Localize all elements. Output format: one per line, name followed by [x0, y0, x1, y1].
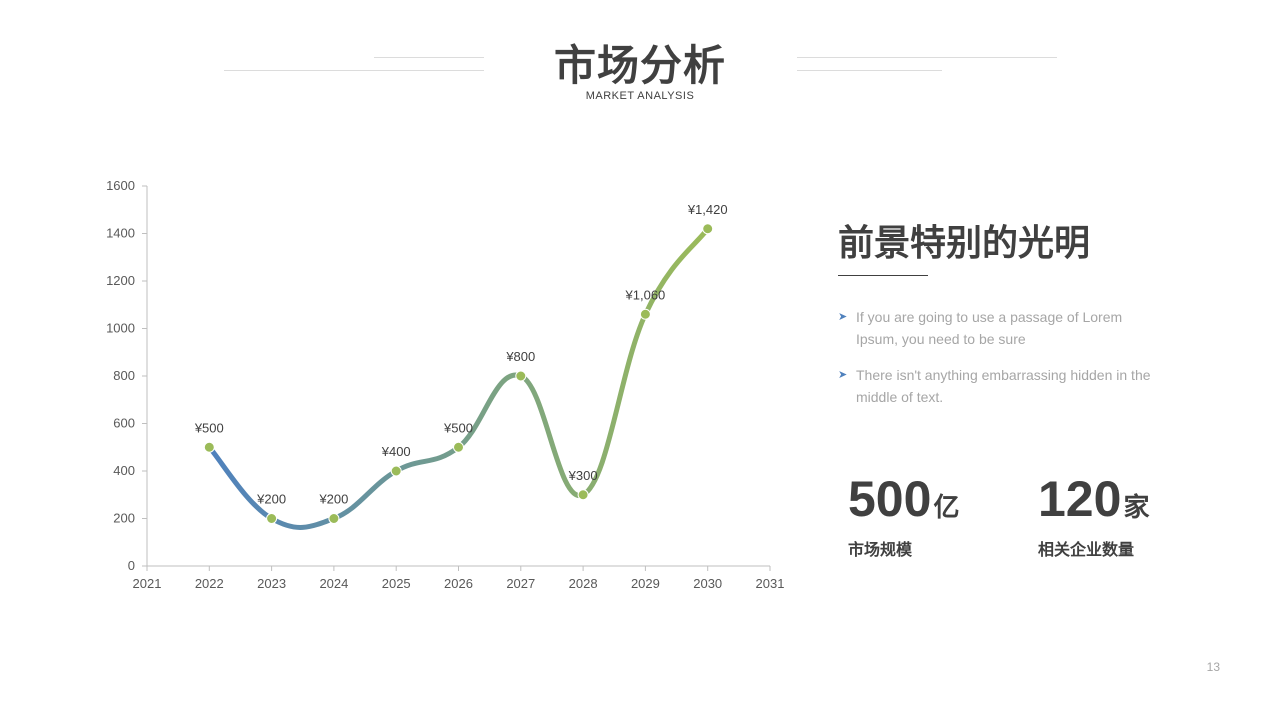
data-point [203, 441, 215, 453]
x-tick-label: 2024 [319, 576, 348, 591]
data-point [266, 513, 278, 524]
data-point [515, 370, 527, 382]
series-line [206, 226, 711, 530]
page-subtitle: MARKET ANALYSIS [585, 90, 695, 102]
title-deco-line [797, 57, 1057, 58]
data-label: ¥200 [318, 492, 348, 507]
data-point [328, 513, 340, 524]
title-area: 市场分析 MARKET ANALYSIS [0, 0, 1280, 120]
stat-value: 500 [848, 471, 932, 527]
data-label: ¥400 [381, 444, 411, 459]
stat-label: 相关企业数量 [1038, 542, 1135, 559]
bullet-text: There isn't anything embarrassing hidden… [856, 367, 1151, 405]
title-deco-line [224, 70, 484, 71]
x-tick-label: 2028 [569, 576, 598, 591]
x-tick-label: 2027 [506, 576, 535, 591]
y-tick-label: 0 [128, 558, 135, 573]
data-point [639, 308, 651, 320]
page-number: 13 [1206, 660, 1220, 674]
title-deco-line [797, 70, 942, 71]
y-tick-label: 1400 [106, 226, 135, 241]
stat-value: 120 [1038, 471, 1122, 527]
y-tick-label: 800 [113, 368, 135, 383]
bullet-item: ➤ There isn't anything embarrassing hidd… [838, 364, 1166, 408]
heading-underline [838, 275, 928, 276]
y-tick-label: 1200 [106, 273, 135, 288]
data-point [453, 441, 464, 453]
stat-unit: 亿 [933, 492, 960, 522]
data-label: ¥500 [443, 420, 473, 435]
bullet-list: ➤ If you are going to use a passage of L… [838, 306, 1198, 408]
stat-company-count: 120家 相关企业数量 [1038, 470, 1149, 560]
x-tick-label: 2029 [631, 576, 660, 591]
title-deco-line [374, 57, 484, 58]
stat-label: 市场规模 [848, 542, 913, 559]
right-panel: 前景特别的光明 ➤ If you are going to use a pass… [838, 215, 1198, 422]
x-tick-label: 2025 [382, 576, 411, 591]
data-point [702, 223, 714, 235]
x-tick-label: 2021 [133, 576, 162, 591]
x-tick-label: 2023 [257, 576, 286, 591]
data-label: ¥800 [505, 349, 535, 364]
data-label: ¥200 [256, 492, 286, 507]
market-line-chart: 0 200 400 600 800 1000 1200 1400 1600 2021 2022 202… [106, 178, 785, 591]
stat-unit: 家 [1123, 492, 1150, 522]
bullet-item: ➤ If you are going to use a passage of L… [838, 306, 1166, 350]
bullet-text: If you are going to use a passage of Lor… [856, 309, 1123, 347]
x-tick-label: 2030 [693, 576, 722, 591]
x-tick-label: 2026 [444, 576, 473, 591]
panel-heading: 前景特别的光明 [838, 222, 1091, 263]
y-tick-label: 400 [113, 463, 135, 478]
stat-market-size: 500亿 市场规模 [848, 470, 959, 560]
data-point [577, 489, 589, 501]
x-tick-label: 2031 [756, 576, 785, 591]
data-point [390, 465, 402, 477]
y-tick-label: 1600 [106, 178, 135, 193]
page-title: 市场分析 [553, 42, 726, 89]
y-tick-label: 600 [113, 416, 135, 431]
y-tick-label: 1000 [106, 321, 135, 336]
y-tick-label: 200 [113, 511, 135, 526]
data-label: ¥500 [194, 420, 224, 435]
arrow-right-icon: ➤ [838, 369, 848, 381]
arrow-right-icon: ➤ [838, 311, 848, 323]
x-tick-label: 2022 [195, 576, 224, 591]
data-label: ¥1,420 [687, 202, 728, 217]
data-label: ¥1,060 [625, 287, 666, 302]
data-label: ¥300 [568, 468, 598, 483]
